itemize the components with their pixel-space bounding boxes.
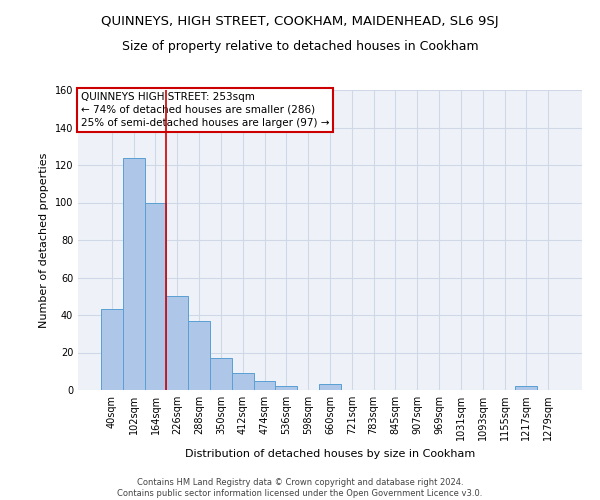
Bar: [275, 386, 297, 390]
Text: QUINNEYS, HIGH STREET, COOKHAM, MAIDENHEAD, SL6 9SJ: QUINNEYS, HIGH STREET, COOKHAM, MAIDENHE…: [101, 15, 499, 28]
Text: QUINNEYS HIGH STREET: 253sqm
← 74% of detached houses are smaller (286)
25% of s: QUINNEYS HIGH STREET: 253sqm ← 74% of de…: [80, 92, 329, 128]
Y-axis label: Number of detached properties: Number of detached properties: [39, 152, 49, 328]
Bar: [515, 386, 537, 390]
Bar: [166, 296, 188, 390]
X-axis label: Distribution of detached houses by size in Cookham: Distribution of detached houses by size …: [185, 448, 475, 458]
Text: Size of property relative to detached houses in Cookham: Size of property relative to detached ho…: [122, 40, 478, 53]
Bar: [232, 373, 254, 390]
Bar: [254, 380, 275, 390]
Bar: [188, 320, 210, 390]
Text: Contains HM Land Registry data © Crown copyright and database right 2024.
Contai: Contains HM Land Registry data © Crown c…: [118, 478, 482, 498]
Bar: [319, 384, 341, 390]
Bar: [123, 158, 145, 390]
Bar: [101, 310, 123, 390]
Bar: [145, 202, 166, 390]
Bar: [210, 358, 232, 390]
